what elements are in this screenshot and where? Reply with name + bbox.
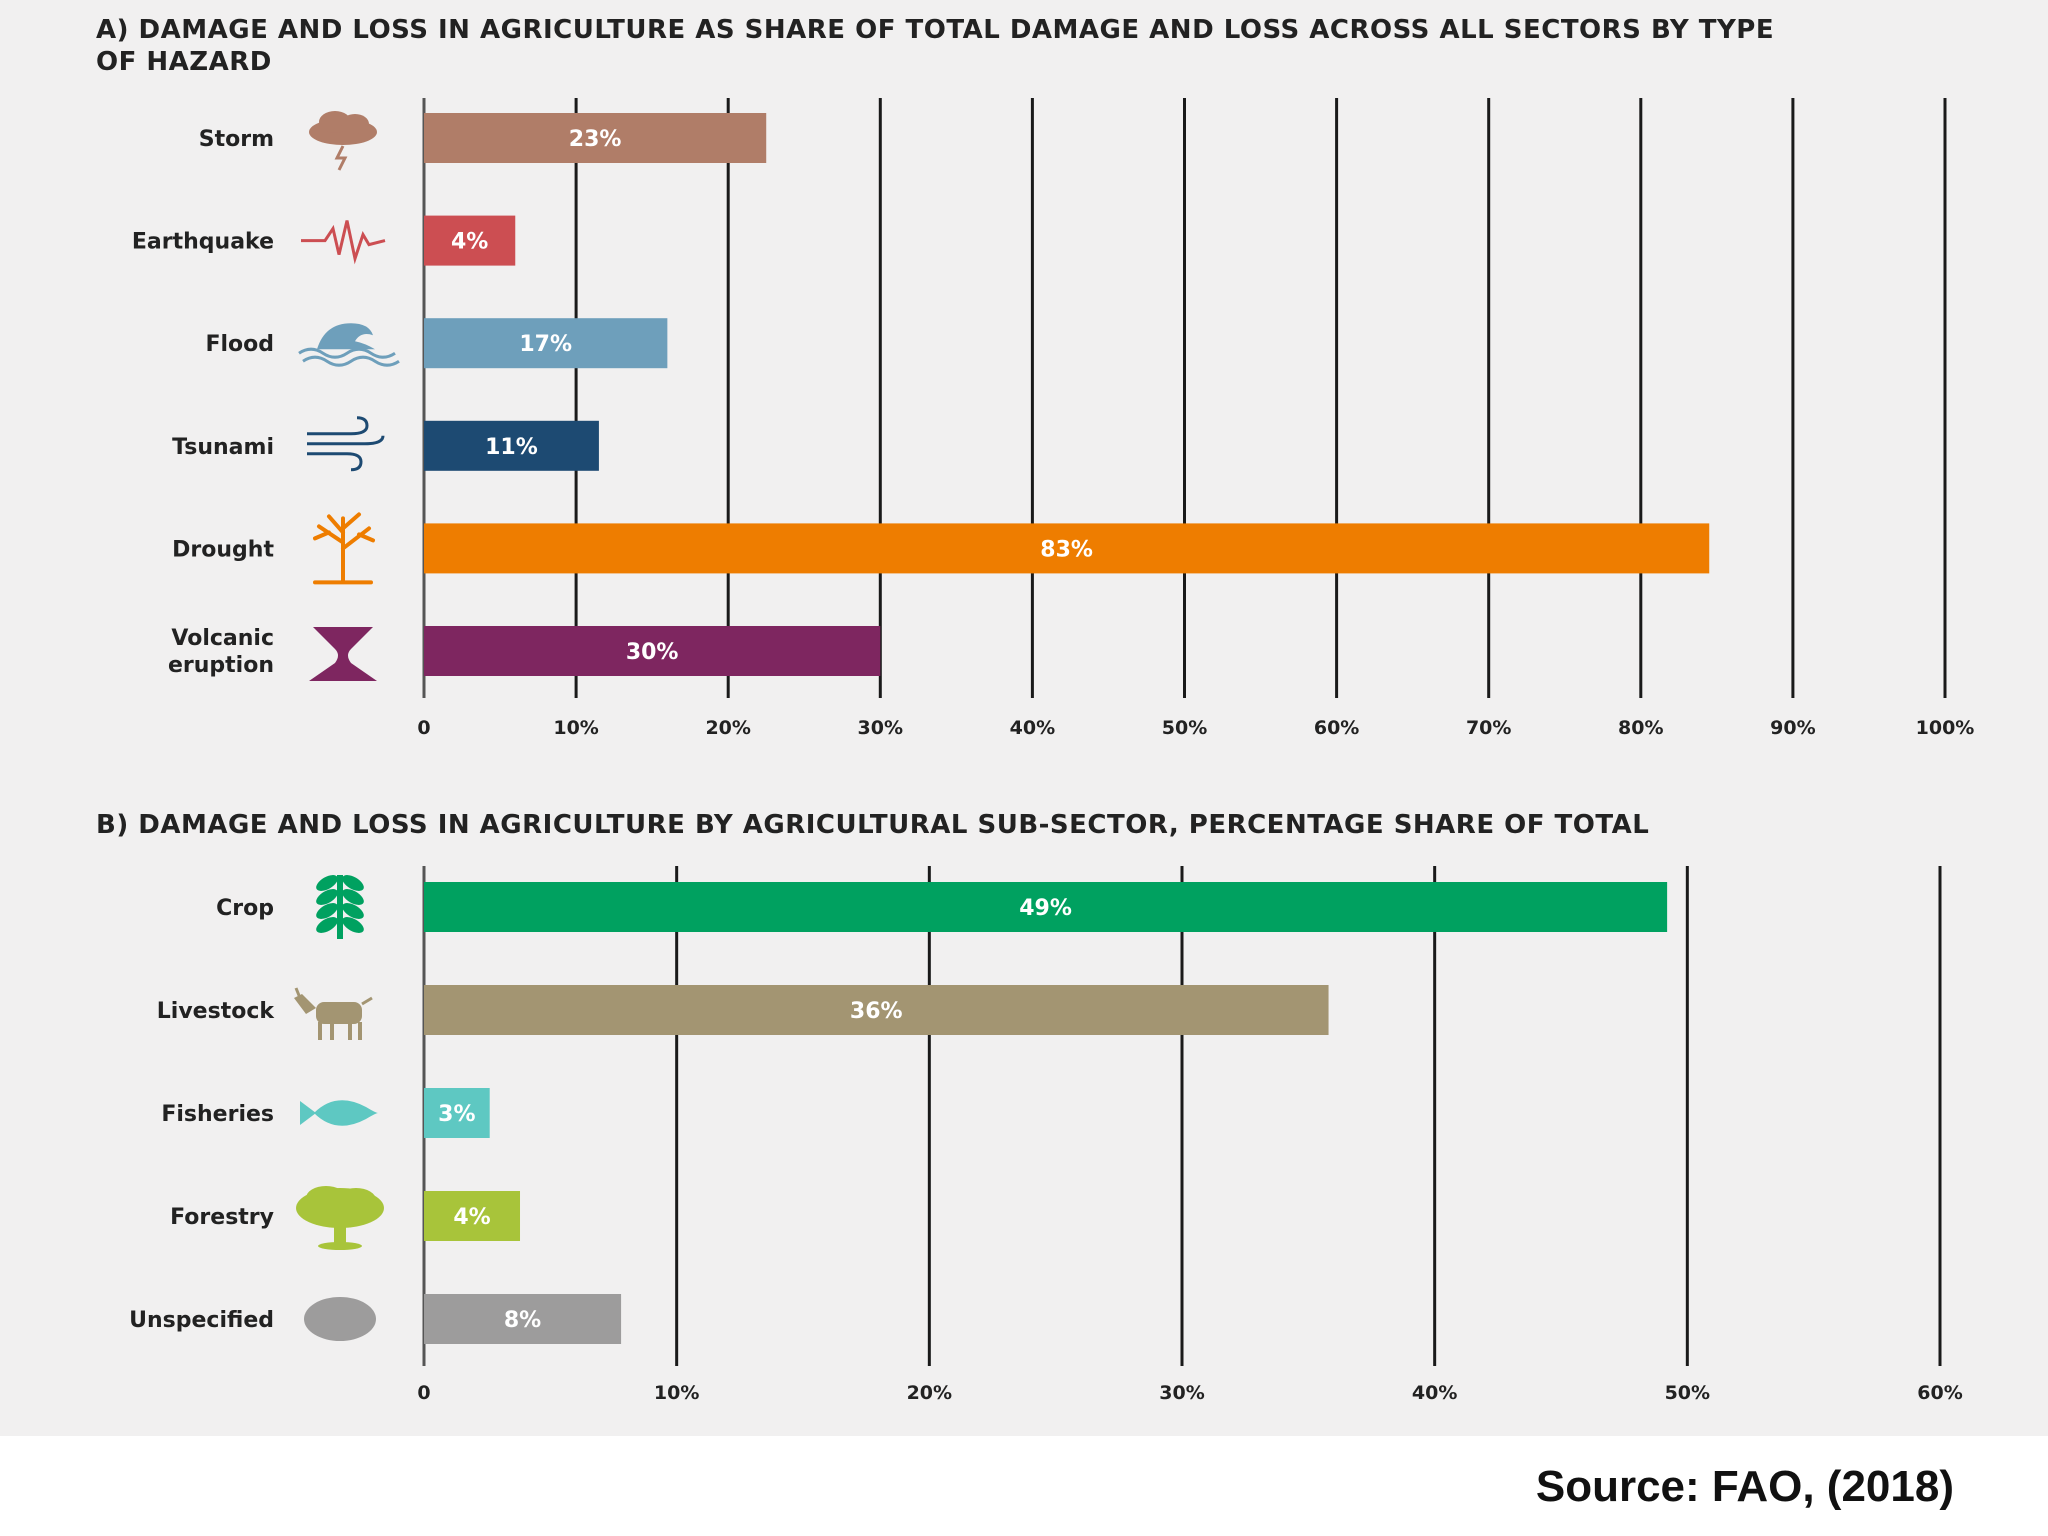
- chart-a-category-label-5: Volcanic eruption: [168, 626, 274, 678]
- dry-tree-icon: [313, 512, 375, 585]
- chart-b-tick-label-5: 50%: [1665, 1382, 1710, 1404]
- chart-a-bar-label-3: 11%: [485, 435, 538, 460]
- chart-a-category-label-4: Drought: [172, 537, 274, 562]
- chart-b-bar-2: [424, 1088, 490, 1138]
- chart-a-tick-label-7: 70%: [1466, 717, 1511, 739]
- chart-a-bar-label-5: 30%: [626, 640, 679, 665]
- chart-a-tick-label-4: 40%: [1010, 717, 1055, 739]
- chart-a-bar-5: [424, 626, 881, 676]
- chart-b-tick-label-1: 10%: [654, 1382, 699, 1404]
- chart-a-bar-4: [424, 523, 1710, 574]
- chart-b-bar-1: [424, 985, 1329, 1035]
- chart-a-bar-3: [424, 420, 599, 471]
- chart-a-category-label-3: Tsunami: [172, 435, 274, 460]
- chart-a-tick-label-3: 30%: [858, 717, 903, 739]
- chart-a-bar-label-4: 83%: [1040, 537, 1093, 562]
- chart-b-category-label-4: Unspecified: [129, 1308, 274, 1333]
- chart-b-tick-label-3: 30%: [1159, 1382, 1204, 1404]
- chart-b-tick-label-6: 60%: [1917, 1382, 1962, 1404]
- chart-b-tick-label-2: 20%: [907, 1382, 952, 1404]
- chart-a-tick-label-0: 0: [417, 717, 430, 739]
- chart-a-category-label-1: Earthquake: [132, 230, 274, 255]
- chart-b-tick-label-0: 0: [417, 1382, 430, 1404]
- chart-b-bar-label-2: 3%: [438, 1102, 475, 1127]
- flood-wave-icon: [298, 323, 400, 367]
- source-caption: Source: FAO, (2018): [1535, 1462, 1954, 1511]
- chart-b-bar-label-3: 4%: [453, 1205, 490, 1230]
- chart-b: 0 10% 20% 30% 40% 50% 60% 49% Crop 36% Livestock 3%…: [129, 866, 1963, 1404]
- volcano-icon: [309, 627, 377, 681]
- chart-b-bar-3: [424, 1191, 521, 1241]
- chart-a-title: A) DAMAGE AND LOSS IN AGRICULTURE AS SHA…: [96, 15, 1775, 77]
- chart-a-bar-0: [424, 113, 767, 163]
- infographic-panel: A) DAMAGE AND LOSS IN AGRICULTURE AS SHA…: [0, 0, 2048, 1436]
- wheat-plant-icon: [316, 875, 364, 939]
- blob-icon: [304, 1297, 376, 1341]
- chart-a-tick-label-1: 10%: [553, 717, 598, 739]
- chart-a-tick-label-10: 100%: [1916, 717, 1975, 739]
- chart-b-tick-label-4: 40%: [1412, 1382, 1457, 1404]
- chart-a-tick-label-6: 60%: [1314, 717, 1359, 739]
- chart-a-category-label-2: Flood: [205, 332, 274, 357]
- chart-b-bar-label-4: 8%: [504, 1308, 541, 1333]
- chart-a-bar-label-1: 4%: [451, 230, 488, 255]
- chart-b-category-label-1: Livestock: [157, 999, 276, 1024]
- goat-icon: [294, 987, 373, 1040]
- chart-a-tick-label-5: 50%: [1162, 717, 1207, 739]
- chart-a-bar-label-2: 17%: [519, 332, 572, 357]
- chart-b-category-label-0: Crop: [216, 896, 274, 921]
- tsunami-wind-icon: [307, 416, 385, 472]
- fish-icon: [300, 1100, 378, 1126]
- chart-b-title: B) DAMAGE AND LOSS IN AGRICULTURE BY AGR…: [96, 810, 1650, 840]
- chart-a-category-label-0: Storm: [199, 127, 274, 152]
- chart-a-bar-1: [424, 215, 516, 266]
- seismograph-icon: [301, 220, 386, 265]
- chart-a-bar-2: [424, 318, 668, 369]
- chart-a: 0 10% 20% 30% 40% 50% 60% 70% 80% 90% 100% 23% Storm…: [132, 98, 1975, 739]
- chart-a-tick-label-2: 20%: [705, 717, 750, 739]
- tree-icon: [296, 1186, 384, 1250]
- chart-a-tick-label-8: 80%: [1618, 717, 1663, 739]
- chart-b-bar-label-0: 49%: [1019, 896, 1072, 921]
- chart-a-tick-label-9: 90%: [1770, 717, 1815, 739]
- chart-b-bar-label-1: 36%: [850, 999, 903, 1024]
- chart-b-category-label-2: Fisheries: [161, 1102, 274, 1127]
- storm-cloud-icon: [309, 111, 377, 171]
- chart-b-bar-4: [424, 1294, 622, 1344]
- chart-b-bar-0: [424, 882, 1668, 932]
- chart-a-bar-label-0: 23%: [569, 127, 622, 152]
- chart-b-category-label-3: Forestry: [170, 1205, 274, 1230]
